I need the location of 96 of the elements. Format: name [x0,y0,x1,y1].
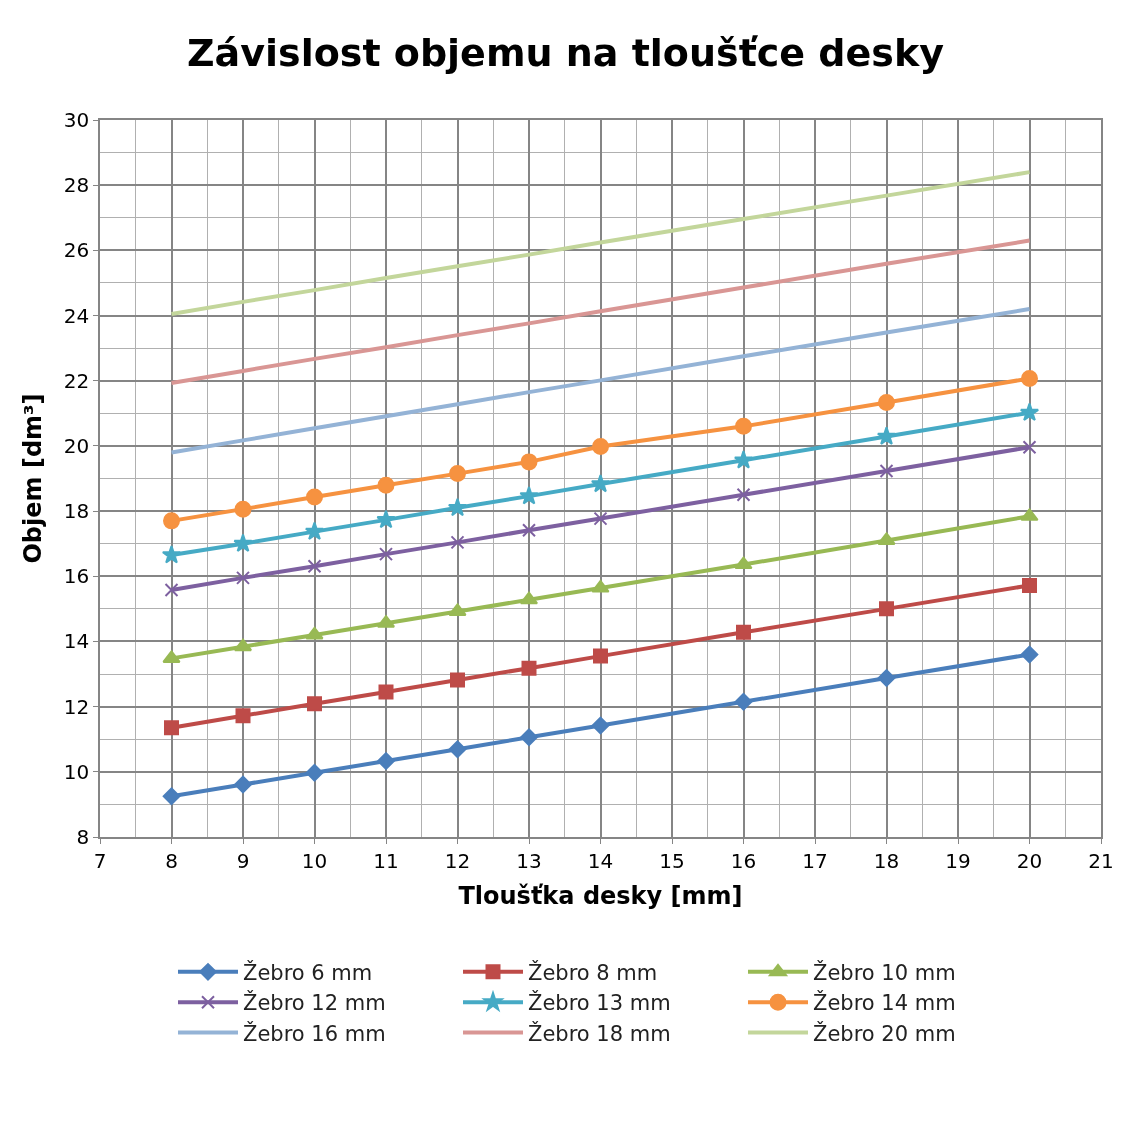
point [233,638,253,652]
y-tick-label: 26 [63,238,90,263]
x-tick-label: 16 [730,848,757,873]
legend-label: Žebro 12 mm [243,990,386,1016]
point [878,394,895,412]
point [162,787,181,806]
legend-label: Žebro 8 mm [528,960,658,986]
point [733,450,754,469]
point [304,521,325,540]
x-tick-label: 15 [659,848,685,873]
point [161,544,182,564]
point [734,556,753,570]
x-tick-label: 11 [373,848,399,873]
point [1020,645,1039,664]
legend-label: Žebro 13 mm [528,990,671,1016]
legend-label: Žebro 18 mm [528,1020,671,1046]
x-tick-label: 13 [516,848,542,873]
legend-label: Žebro 14 mm [813,990,956,1016]
point [236,570,250,585]
point [234,775,252,794]
point [306,488,323,506]
legend-label: Žebro 6 mm [243,960,373,986]
point [593,648,608,664]
x-tick-label: 20 [1016,848,1043,873]
x-tick-label: 8 [165,848,178,873]
x-tick-label: 7 [93,848,107,873]
point [447,497,468,517]
y-tick-label: 24 [63,303,90,328]
legend-label: Žebro 16 mm [243,1020,386,1046]
point [233,533,253,553]
point [590,473,611,493]
x-tick-label: 18 [873,848,900,873]
point [879,601,894,617]
x-tick-label: 14 [587,848,614,873]
point [734,692,753,711]
y-tick-label: 12 [63,694,90,719]
point [519,591,539,605]
point [234,500,252,518]
y-tick-label: 8 [76,825,90,849]
y-tick-label: 10 [63,759,90,784]
y-tick-label: 30 [63,108,90,132]
line-series [169,307,1032,455]
point [307,696,322,712]
point [377,476,395,494]
point [377,752,395,770]
point [450,672,465,688]
point [522,523,536,538]
point [519,486,539,505]
point [520,728,538,747]
point [876,426,897,445]
point [1022,577,1037,593]
y-tick-label: 14 [63,629,90,654]
point [1021,369,1038,387]
point [520,453,538,471]
point [305,626,324,640]
point [591,716,610,735]
point [305,764,324,782]
point [1019,402,1040,422]
point [593,511,608,526]
point [378,684,394,700]
point [449,465,466,483]
legend-label: Žebro 20 mm [813,1020,956,1046]
point [376,509,396,529]
x-tick-label: 10 [301,848,328,873]
point [164,720,179,736]
point [448,740,467,759]
point [877,669,896,687]
point [379,547,393,562]
point [1022,440,1037,455]
y-tick-label: 16 [63,564,90,589]
x-tick-label: 21 [1088,848,1114,873]
y-tick-label: 22 [63,368,90,393]
x-tick-label: 17 [802,848,828,873]
point [879,464,894,478]
x-tick-label: 9 [236,848,250,873]
y-axis-title: Objem [dm³] [19,393,48,564]
point [592,438,609,456]
y-tick-label: 20 [63,433,90,458]
line-series [169,170,1032,316]
point [450,535,465,550]
legend-label: Žebro 10 mm [813,960,956,986]
point [736,487,751,502]
chart-title: Závislost objemu na tloušťce desky [187,31,945,76]
point [736,624,751,640]
y-tick-label: 28 [63,173,90,198]
x-axis-title: Tloušťka desky [mm] [458,881,743,910]
point [235,708,251,724]
point [521,660,537,676]
x-tick-label: 19 [945,848,971,873]
point [164,582,179,597]
y-tick-label: 18 [63,499,90,524]
line-series [169,238,1032,386]
point [307,559,322,574]
point [735,417,752,435]
point [163,512,180,530]
x-tick-label: 12 [444,848,471,873]
